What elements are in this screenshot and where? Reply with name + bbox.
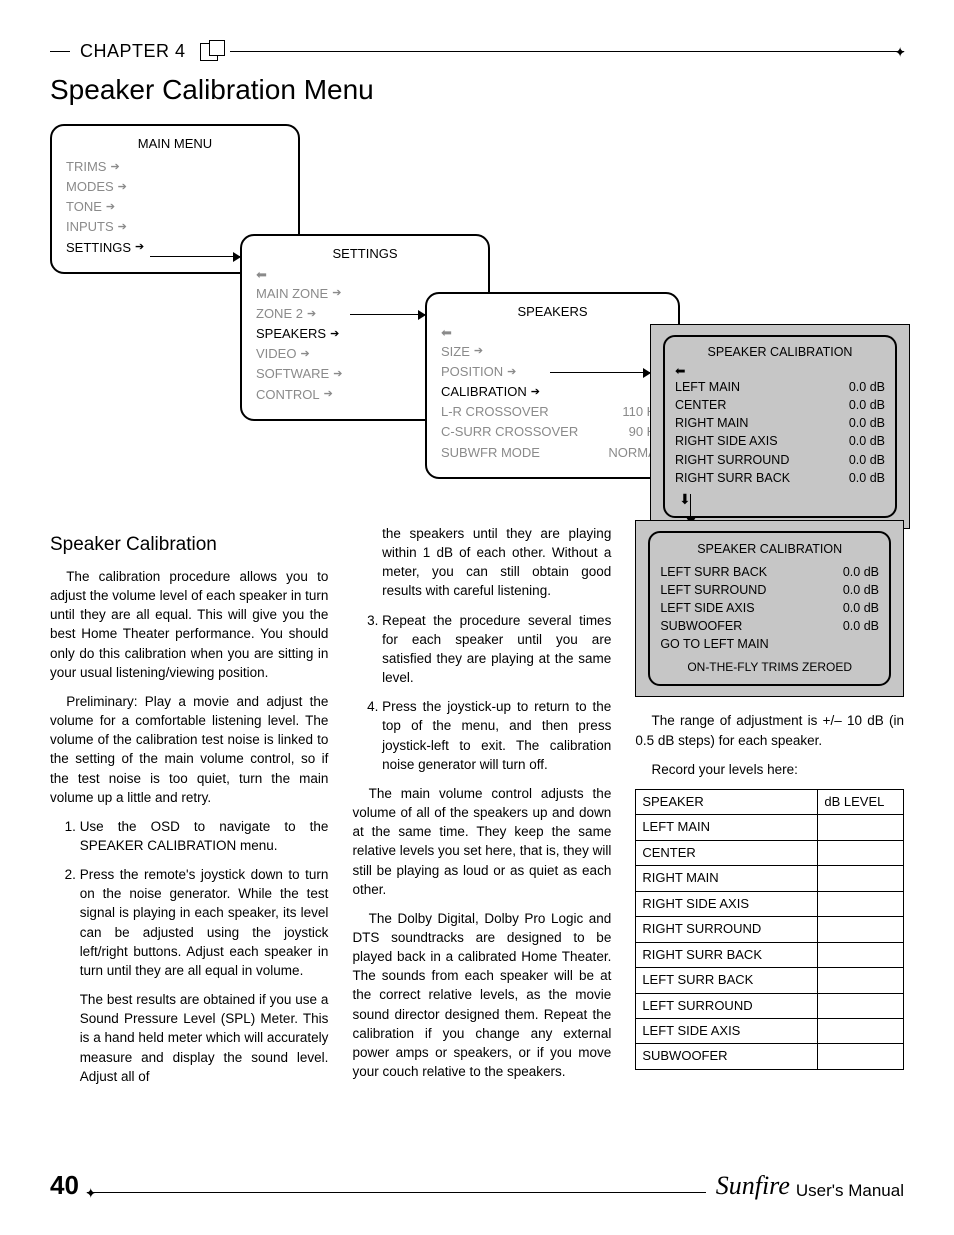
paragraph: the speakers until they are playing with… <box>382 524 611 601</box>
record-table: SPEAKER dB LEVEL LEFT MAINCENTERRIGHT MA… <box>635 789 904 1070</box>
rule-left <box>50 51 70 52</box>
body-columns: Speaker Calibration The calibration proc… <box>50 520 904 1096</box>
table-row: SUBWOOFER <box>636 1044 904 1069</box>
list-item: Press the remote's joystick down to turn… <box>80 865 329 1086</box>
table-row: RIGHT SIDE AXIS <box>636 891 904 916</box>
calibration-box-bottom: SPEAKER CALIBRATION LEFT SURR BACK0.0 dB… <box>635 520 904 697</box>
manual-label: User's Manual <box>796 1181 904 1201</box>
cal-row: LEFT SURR BACK0.0 dB <box>660 563 879 581</box>
paragraph: The main volume control adjusts the volu… <box>352 784 611 899</box>
brand-name: Sunfire <box>716 1171 790 1201</box>
cal-row: CENTER0.0 dB <box>675 396 885 414</box>
cal-title: SPEAKER CALIBRATION <box>660 541 879 559</box>
section-heading: Speaker Calibration <box>50 532 328 559</box>
menu-item: TONE➔ <box>66 197 284 217</box>
step-text: Press the joystick-up to return to the t… <box>382 697 611 774</box>
table-header: dB LEVEL <box>818 789 904 814</box>
paragraph: The range of adjustment is +/– 10 dB (in… <box>635 711 904 749</box>
connector <box>150 256 240 257</box>
paragraph: The Dolby Digital, Dolby Pro Logic and D… <box>352 909 611 1081</box>
speakers-menu-box: SPEAKERS ⬅ SIZE➔POSITION➔CALIBRATION➔L-R… <box>425 292 680 479</box>
menu-item: SIZE➔ <box>441 342 664 362</box>
page-number: 40 <box>50 1170 79 1201</box>
star-icon: ✦ <box>894 44 906 61</box>
step-text: Use the OSD to navigate to the SPEAKER C… <box>80 817 329 855</box>
connector <box>550 372 650 373</box>
menu-item: C-SURR CROSSOVER90 HZ <box>441 422 664 442</box>
cal-row: RIGHT SURROUND0.0 dB <box>675 451 885 469</box>
down-arrow-icon: ⬇ <box>679 491 885 508</box>
step-text: Repeat the procedure several times for e… <box>382 611 611 688</box>
back-arrow-icon: ⬅ <box>441 325 664 342</box>
table-row: LEFT SURR BACK <box>636 968 904 993</box>
menu-item: TRIMS➔ <box>66 157 284 177</box>
menu-item: CALIBRATION➔ <box>441 382 664 402</box>
table-row: RIGHT MAIN <box>636 866 904 891</box>
step-text: Press the remote's joystick down to turn… <box>80 865 329 980</box>
cal-row: GO TO LEFT MAIN <box>660 635 879 653</box>
step-text: The best results are obtained if you use… <box>80 990 329 1086</box>
cal-row: LEFT SIDE AXIS0.0 dB <box>660 599 879 617</box>
cal-footer: ON-THE-FLY TRIMS ZEROED <box>660 659 879 676</box>
column-1: Speaker Calibration The calibration proc… <box>50 520 328 1096</box>
menu-diagram: MAIN MENU TRIMS➔MODES➔TONE➔INPUTS➔SETTIN… <box>50 124 904 514</box>
column-2: the speakers until they are playing with… <box>352 520 611 1096</box>
paragraph: Record your levels here: <box>635 760 904 779</box>
cal-row: SUBWOOFER0.0 dB <box>660 617 879 635</box>
menu-title: SETTINGS <box>256 246 474 261</box>
paragraph: The calibration procedure allows you to … <box>50 567 328 682</box>
paragraph: Preliminary: Play a movie and adjust the… <box>50 692 328 807</box>
calibration-box-top: SPEAKER CALIBRATION ⬅ LEFT MAIN0.0 dBCEN… <box>650 324 910 529</box>
rule-right: ✦ <box>230 51 904 52</box>
star-icon: ✦ <box>85 1185 97 1202</box>
cal-row: LEFT MAIN0.0 dB <box>675 378 885 396</box>
page-footer: 40 ✦ Sunfire User's Manual <box>50 1170 904 1201</box>
cal-title: SPEAKER CALIBRATION <box>675 345 885 359</box>
menu-title: SPEAKERS <box>441 304 664 319</box>
steps-list: Use the OSD to navigate to the SPEAKER C… <box>50 817 328 1086</box>
page-title: Speaker Calibration Menu <box>50 74 904 106</box>
list-item: Use the OSD to navigate to the SPEAKER C… <box>80 817 329 855</box>
table-row: LEFT MAIN <box>636 815 904 840</box>
cal-row: RIGHT MAIN0.0 dB <box>675 414 885 432</box>
menu-item: L-R CROSSOVER110 HZ <box>441 402 664 422</box>
steps-list-cont: Repeat the procedure several times for e… <box>352 611 611 774</box>
menu-item: MODES➔ <box>66 177 284 197</box>
back-arrow-icon: ⬅ <box>675 363 885 378</box>
chapter-icon <box>200 40 226 62</box>
menu-title: MAIN MENU <box>66 136 284 151</box>
cal-row: RIGHT SIDE AXIS0.0 dB <box>675 432 885 450</box>
table-row: RIGHT SURR BACK <box>636 942 904 967</box>
cal-row: RIGHT SURR BACK0.0 dB <box>675 469 885 487</box>
table-row: RIGHT SURROUND <box>636 917 904 942</box>
list-item: Press the joystick-up to return to the t… <box>382 697 611 774</box>
column-3: SPEAKER CALIBRATION LEFT SURR BACK0.0 dB… <box>635 520 904 1096</box>
chapter-header: CHAPTER 4 ✦ <box>50 40 904 62</box>
table-row: LEFT SIDE AXIS <box>636 1018 904 1043</box>
menu-item: SUBWFR MODENORMAL <box>441 443 664 463</box>
list-item: Repeat the procedure several times for e… <box>382 611 611 688</box>
back-arrow-icon: ⬅ <box>256 267 474 284</box>
cal-row: LEFT SURROUND0.0 dB <box>660 581 879 599</box>
table-row: CENTER <box>636 840 904 865</box>
footer-rule: ✦ <box>87 1192 706 1193</box>
table-row: LEFT SURROUND <box>636 993 904 1018</box>
chapter-label: CHAPTER 4 <box>70 41 196 62</box>
table-header: SPEAKER <box>636 789 818 814</box>
connector <box>350 314 425 315</box>
